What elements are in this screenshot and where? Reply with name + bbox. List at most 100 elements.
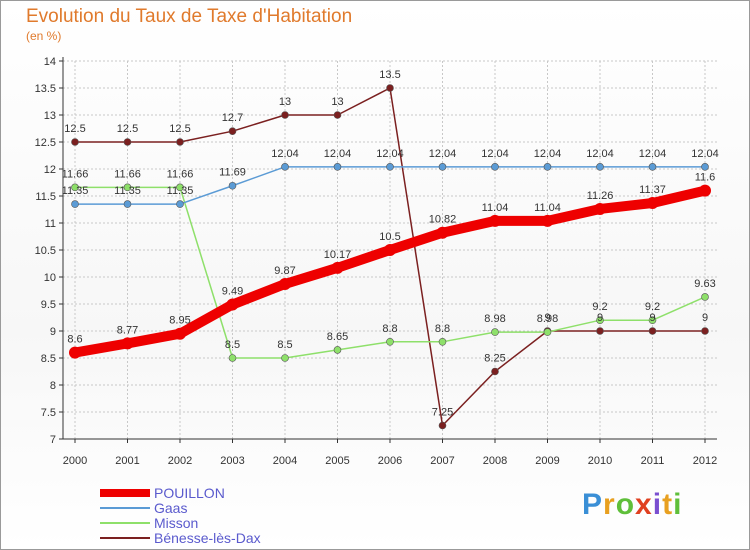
y-tick-label: 10.5 [35,245,56,257]
y-tick-label: 9.5 [41,299,56,311]
data-label: 11.37 [639,184,666,196]
series-point [228,127,237,135]
series-point [226,298,239,311]
series-point [123,183,132,192]
series-point [71,200,79,208]
y-tick-label: 13.5 [35,83,56,95]
data-label: 11.69 [219,167,246,179]
series-point [69,346,81,359]
axes: 7 7.5 8 8.5 9 9.5 10 10.5 11 11.5 12 12.5 13 13.5 14 20… [35,56,718,467]
data-label: 11.04 [482,202,509,214]
x-tick-label: 2007 [430,455,454,467]
series-point [543,163,552,171]
series-point [281,163,289,171]
y-tick-label: 10 [44,272,56,284]
series-point [123,138,132,146]
data-label: 9 [597,312,603,324]
y-tick-label: 9 [50,326,56,338]
series-point [541,214,554,227]
proxiti-logo: Proxiti [582,488,682,522]
data-label: 9 [649,312,655,324]
x-tick-label: 2012 [693,455,717,467]
series-point [281,354,289,362]
data-label: 12.5 [169,123,190,135]
series-point [491,328,499,336]
x-tick-label: 2001 [115,455,139,467]
series-point [438,163,447,171]
series-point [333,111,342,119]
series-point [489,214,501,227]
y-tick-label: 7.5 [41,407,56,419]
data-label: 11.26 [587,190,614,202]
data-label: 9.2 [645,301,660,313]
series-point [386,163,394,171]
logo-letter: x [635,488,653,521]
data-label: 8.8 [382,323,397,335]
y-tick-label: 14 [44,56,56,68]
data-label: 8.98 [484,313,505,325]
y-tick-label: 8 [50,380,56,392]
data-label: 11.35 [167,185,194,197]
series-point [648,316,657,325]
x-tick-label: 2000 [63,455,87,467]
series-point [384,244,396,256]
series-point [228,181,237,190]
series-point [596,327,604,335]
y-tick-label: 11 [45,218,56,230]
y-tick-label: 12 [44,164,56,176]
series-point [386,337,394,346]
series-point [594,202,606,215]
data-label: 11.66 [114,168,141,180]
data-label: 11.04 [534,202,561,214]
data-label: 8.8 [435,323,450,335]
series-point [174,327,186,340]
data-label: 10.5 [379,231,400,243]
data-label: 10.17 [324,249,352,261]
x-tick-label: 2010 [588,455,612,467]
x-tick-label: 2003 [220,455,244,467]
data-label: 11.66 [62,168,89,180]
data-label: 12.7 [222,112,243,124]
logo-letter: o [615,488,636,521]
series-point [71,138,79,146]
data-label: 9 [544,312,550,324]
data-label: 12.04 [481,148,509,160]
x-tick-label: 2004 [273,455,297,467]
data-label: 10.82 [429,214,457,226]
data-label: 9 [702,312,708,324]
data-label: 8.95 [169,315,190,327]
data-label: 9.87 [274,265,295,277]
chart-title: Evolution du Taux de Taxe d'Habitation [26,6,353,27]
series-point [71,183,79,192]
y-tick-label: 12.5 [35,137,56,149]
chart-unit: (en %) [26,29,62,43]
data-label: 12.04 [586,148,614,160]
x-tick-label: 2011 [641,455,665,467]
series-point [438,337,447,346]
data-label: 12.04 [534,148,562,160]
data-label: 12.04 [271,148,299,160]
data-label: 12.04 [376,148,404,160]
x-tick-label: 2009 [535,455,559,467]
data-label: 13 [279,96,291,108]
data-label: 9.63 [694,278,715,290]
data-label: 8.6 [67,334,82,346]
series-point [491,367,499,376]
logo-letter: t [662,488,674,521]
legend-label: POUILLON [154,485,225,501]
series-point [436,226,449,239]
data-label: 12.04 [639,148,667,160]
data-label: 12.04 [691,148,719,160]
logo-letter: i [673,488,683,521]
data-label: 12.04 [429,148,457,160]
series-point [701,163,709,171]
data-label: 8.65 [327,331,348,343]
data-labels: 8.6 8.77 8.95 9.49 9.87 10.17 10.5 10.82 11.04 11… [62,69,719,419]
y-tick-label: 8.5 [41,353,56,365]
series-point [333,346,342,354]
series-point [596,316,604,325]
x-tick-label: 2008 [483,455,507,467]
